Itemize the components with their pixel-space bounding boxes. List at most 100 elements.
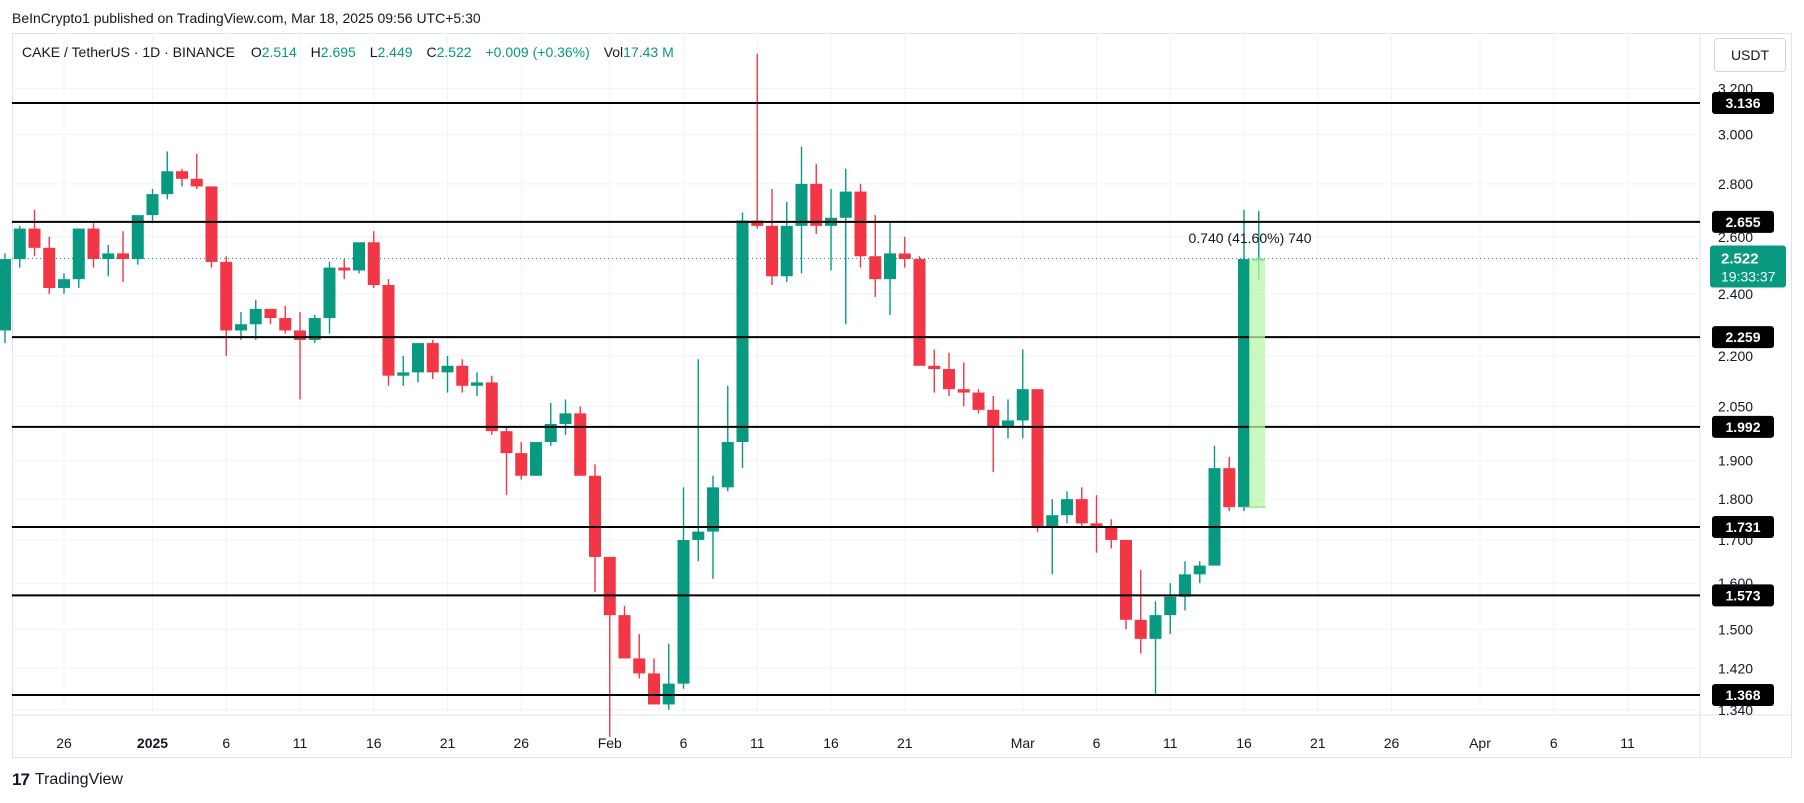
candle — [28, 209, 41, 257]
overlay-layer: 0.740 (41.60%) 740 — [12, 230, 1700, 508]
price-tick-label: 1.800 — [1718, 491, 1753, 507]
candle-body — [131, 215, 144, 260]
candle-body — [677, 539, 690, 684]
footer-brand[interactable]: 17 TradingView — [12, 770, 123, 790]
candle-body — [648, 673, 660, 705]
candle-body — [117, 253, 129, 260]
candle — [928, 349, 941, 393]
candle-body — [1105, 527, 1118, 540]
candle — [589, 464, 601, 593]
candle — [1016, 349, 1029, 439]
close-value: 2.522 — [436, 44, 472, 60]
candle-body — [279, 318, 292, 331]
candle — [264, 308, 277, 325]
candle — [500, 427, 513, 496]
candle-body — [338, 267, 351, 271]
price-tick-label: 2.050 — [1718, 398, 1753, 414]
level-price-label: 1.992 — [1725, 419, 1760, 435]
candle — [220, 256, 233, 356]
candle-body — [161, 171, 174, 195]
level-price-tag — [1712, 516, 1774, 539]
symbol-legend: CAKE / TetherUS · 1D · BINANCE O2.514 H2… — [22, 44, 674, 60]
candle — [1134, 569, 1147, 654]
candle-body — [1090, 523, 1103, 528]
time-tick-label: 21 — [440, 735, 456, 751]
chart-frame — [12, 33, 1792, 758]
price-tick-label: 3.000 — [1718, 127, 1753, 143]
candle — [323, 261, 336, 334]
candle-body — [707, 487, 719, 532]
candle-body — [736, 220, 749, 443]
candle — [456, 359, 469, 393]
candle — [825, 188, 837, 271]
candle-body — [1238, 259, 1250, 508]
volume-value: 17.43 M — [623, 44, 674, 60]
candle-body — [13, 228, 26, 260]
candle-body — [412, 343, 424, 373]
publisher-line: BeInCrypto1 published on TradingView.com… — [12, 10, 481, 26]
candle — [205, 186, 218, 268]
candle-body — [515, 453, 528, 476]
level-price-tag — [1712, 584, 1774, 607]
candle — [648, 658, 660, 705]
level-price-label: 1.731 — [1725, 519, 1760, 535]
countdown-label: 19:33:37 — [1721, 268, 1776, 284]
candle — [633, 634, 646, 679]
price-tick-label: 2.400 — [1718, 286, 1753, 302]
candle — [1061, 491, 1073, 524]
time-tick-label: 26 — [56, 735, 72, 751]
candle-body — [235, 324, 247, 331]
grid-layer — [12, 33, 1792, 758]
candle-body — [1208, 468, 1221, 566]
candle — [1090, 495, 1103, 553]
candle-body — [943, 369, 955, 390]
candle — [780, 201, 793, 283]
candle — [13, 225, 26, 268]
candle-body — [1179, 574, 1191, 597]
candle-body — [43, 247, 56, 288]
candle-body — [471, 382, 483, 386]
candle — [117, 231, 129, 283]
candle — [279, 305, 292, 334]
symbol-title[interactable]: CAKE / TetherUS · 1D · BINANCE — [22, 44, 235, 60]
time-tick-label: Mar — [1011, 735, 1035, 751]
candle-body — [190, 178, 203, 187]
candle-body — [898, 253, 911, 260]
candle — [515, 442, 528, 480]
level-price-tag — [1712, 210, 1774, 233]
candle — [943, 352, 955, 396]
candle — [308, 314, 321, 344]
candle-body — [1075, 499, 1088, 524]
candle-body — [353, 242, 365, 271]
price-tick-label: 1.900 — [1718, 453, 1753, 469]
candle-body — [1016, 389, 1029, 421]
candle-body — [367, 242, 380, 286]
candle-body — [294, 330, 306, 340]
candle-body — [441, 365, 454, 373]
candle — [662, 643, 675, 710]
candle-body — [58, 279, 70, 288]
level-price-label: 2.655 — [1725, 214, 1760, 230]
footer-brand-label: TradingView — [34, 771, 123, 788]
candle-body — [72, 228, 85, 280]
time-tick-label: Feb — [598, 735, 622, 751]
candle-body — [397, 372, 410, 376]
candle — [0, 253, 11, 344]
candle — [1002, 399, 1014, 439]
candle-body — [913, 259, 926, 366]
candle — [884, 223, 896, 315]
level-price-label: 3.136 — [1725, 95, 1760, 111]
candle-body — [810, 183, 823, 226]
candle — [795, 146, 808, 274]
candle — [426, 339, 439, 380]
candle — [397, 355, 410, 386]
time-tick-label: 2025 — [137, 735, 168, 751]
candle — [146, 188, 159, 224]
candle — [972, 389, 985, 414]
currency-button[interactable]: USDT — [1714, 38, 1786, 72]
candle-body — [146, 194, 159, 216]
price-tick-label: 2.600 — [1718, 229, 1753, 245]
candle — [1223, 456, 1236, 512]
candle — [1238, 209, 1250, 512]
